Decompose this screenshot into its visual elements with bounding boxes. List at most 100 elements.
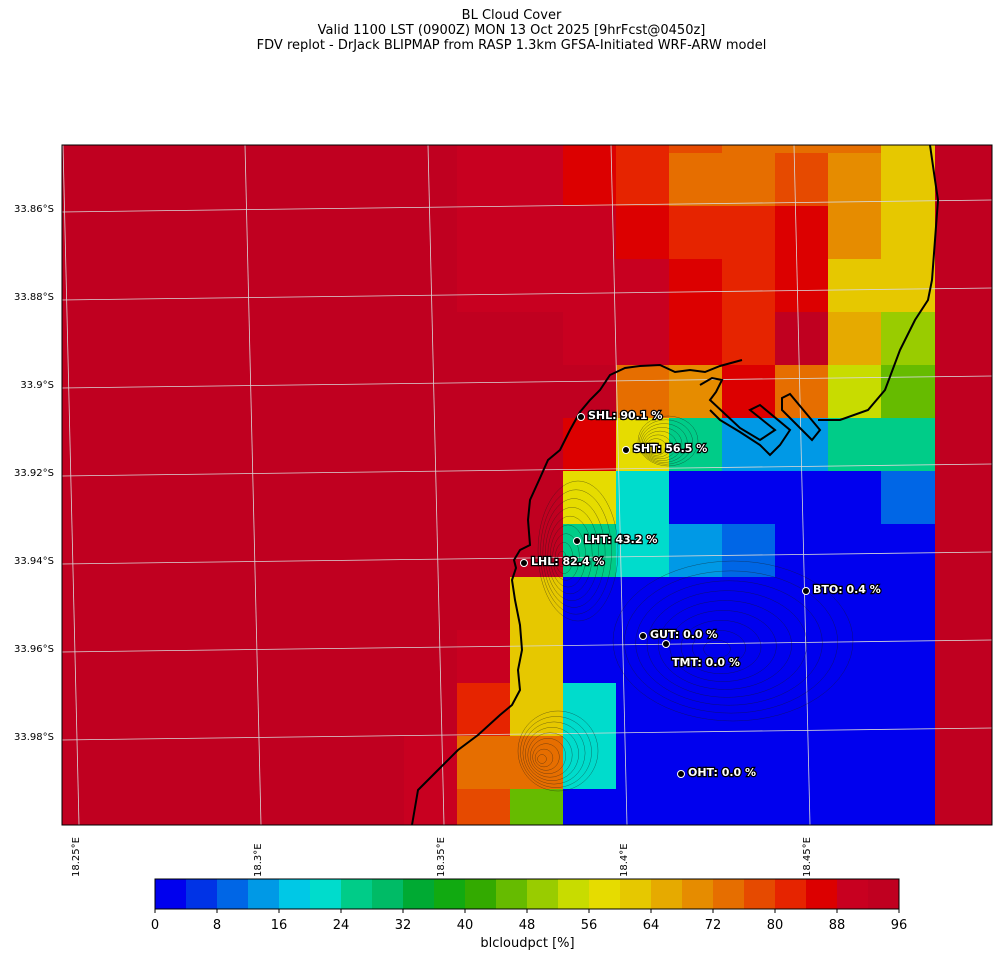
grid-cell bbox=[775, 736, 829, 790]
grid-cell bbox=[245, 312, 299, 366]
colorbar-bin bbox=[868, 879, 900, 909]
grid-cell bbox=[351, 577, 405, 631]
terrain-contours bbox=[517, 415, 854, 792]
grid-cell bbox=[245, 577, 299, 631]
grid-cell bbox=[722, 789, 776, 825]
grid-cell bbox=[722, 736, 776, 790]
grid-cell bbox=[139, 259, 193, 313]
contour-line bbox=[520, 716, 592, 788]
contour-line bbox=[635, 580, 823, 706]
grid-cell bbox=[669, 145, 723, 153]
grid-cell bbox=[351, 206, 405, 260]
colorbar-tick-label: 88 bbox=[829, 918, 846, 933]
colorbar-bin bbox=[403, 879, 435, 909]
lat-tick-label: 33.92°S bbox=[14, 468, 54, 479]
contour-line bbox=[534, 748, 554, 768]
lon-tick-label: 18.35°E bbox=[436, 837, 447, 877]
grid-cell bbox=[192, 418, 246, 472]
contour-line bbox=[703, 639, 731, 659]
meridian-line bbox=[244, 144, 262, 826]
grid-cell bbox=[457, 259, 511, 313]
grid-cell bbox=[563, 471, 617, 525]
grid-cell bbox=[139, 418, 193, 472]
colorbar-bin bbox=[837, 879, 869, 909]
grid-cell bbox=[404, 206, 458, 260]
grid-cell bbox=[139, 789, 193, 825]
lon-tick-label: 18.3°E bbox=[253, 843, 264, 877]
grid-cell bbox=[192, 206, 246, 260]
grid-cell bbox=[139, 153, 193, 207]
meridian-line bbox=[62, 144, 80, 826]
grid-cell bbox=[351, 145, 405, 153]
grid-cell bbox=[86, 418, 140, 472]
colorbar-bin bbox=[465, 879, 497, 909]
grid-cell bbox=[298, 259, 352, 313]
grid-cell bbox=[457, 206, 511, 260]
grid-cell bbox=[828, 153, 882, 207]
grid-cell bbox=[563, 789, 617, 825]
grid-cell bbox=[881, 259, 935, 313]
grid-cell bbox=[510, 145, 564, 153]
station-label-lht: LHT: 43.2 % bbox=[584, 533, 657, 546]
grid-cell bbox=[669, 471, 723, 525]
grid-cell bbox=[404, 471, 458, 525]
contour-line bbox=[692, 629, 746, 667]
contour-line bbox=[680, 620, 762, 674]
grid-cell bbox=[616, 736, 670, 790]
coastline-east bbox=[818, 144, 940, 421]
colorbar-bin bbox=[186, 879, 218, 909]
grid-cell bbox=[881, 630, 935, 684]
grid-cell bbox=[298, 312, 352, 366]
grid-cell bbox=[881, 577, 935, 631]
lon-tick-label: 18.25°E bbox=[71, 837, 82, 877]
grid-cell bbox=[245, 524, 299, 578]
contour-line bbox=[547, 515, 593, 595]
coastline-west bbox=[411, 359, 743, 826]
grid-cell bbox=[457, 630, 511, 684]
grid-cell bbox=[86, 259, 140, 313]
grid-cell bbox=[881, 683, 935, 737]
contour-line bbox=[537, 754, 547, 764]
contour-line bbox=[532, 743, 560, 771]
colorbar-bin bbox=[682, 879, 714, 909]
grid-cell bbox=[139, 365, 193, 419]
grid-cell bbox=[881, 418, 935, 472]
lat-tick-label: 33.9°S bbox=[20, 380, 54, 391]
grid-cell bbox=[881, 206, 935, 260]
meridian-line bbox=[793, 144, 811, 826]
meridian-line bbox=[610, 144, 628, 826]
grid-cell bbox=[298, 736, 352, 790]
grid-cell bbox=[192, 683, 246, 737]
grid-cell bbox=[351, 683, 405, 737]
contour-line bbox=[549, 524, 587, 588]
grid-cell bbox=[616, 789, 670, 825]
colorbar-bin bbox=[589, 879, 621, 909]
contour-line bbox=[517, 710, 599, 792]
grid-cell bbox=[510, 418, 564, 472]
grid-cell bbox=[351, 259, 405, 313]
chart-title: BL Cloud Cover bbox=[461, 8, 562, 23]
grid-cell bbox=[669, 736, 723, 790]
grid-cell bbox=[404, 365, 458, 419]
grid-cell bbox=[722, 471, 776, 525]
grid-cell bbox=[881, 789, 935, 825]
grid-cell bbox=[510, 259, 564, 313]
grid-cell bbox=[722, 630, 776, 684]
grid-cell bbox=[775, 145, 829, 153]
contour-line bbox=[640, 423, 688, 463]
grid-cell bbox=[139, 524, 193, 578]
contour-line bbox=[522, 721, 586, 785]
grid-cell bbox=[192, 577, 246, 631]
grid-cell bbox=[457, 312, 511, 366]
grid-cell bbox=[669, 259, 723, 313]
colorbar-bin bbox=[651, 879, 683, 909]
grid-cell bbox=[192, 789, 246, 825]
grid-cell bbox=[881, 524, 935, 578]
colorbar-tick-label: 40 bbox=[457, 918, 474, 933]
grid-cell bbox=[404, 789, 458, 825]
grid-cell bbox=[351, 789, 405, 825]
parallel-line bbox=[61, 551, 993, 565]
grid-cell bbox=[881, 153, 935, 207]
grid-cell bbox=[86, 577, 140, 631]
grid-cell bbox=[245, 418, 299, 472]
